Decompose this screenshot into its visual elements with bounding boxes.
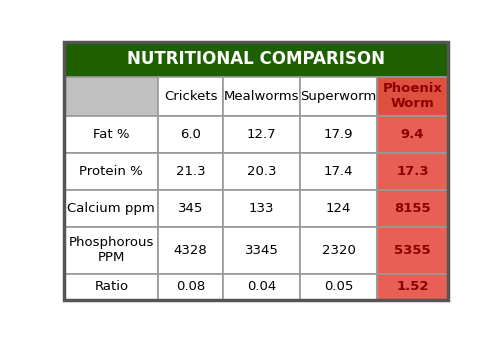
Text: Calcium ppm: Calcium ppm [68, 202, 155, 215]
Bar [223, 77, 300, 116]
Text: 3345: 3345 [244, 244, 278, 257]
Bar [64, 190, 158, 227]
Bar [158, 190, 223, 227]
Bar [223, 116, 300, 153]
Bar [377, 274, 448, 299]
Text: 20.3: 20.3 [246, 165, 276, 178]
Text: 21.3: 21.3 [176, 165, 206, 178]
Text: 0.05: 0.05 [324, 280, 354, 293]
Text: 5355: 5355 [394, 244, 431, 257]
Bar [223, 274, 300, 299]
Text: 2320: 2320 [322, 244, 356, 257]
Bar [64, 42, 448, 77]
Bar [377, 116, 448, 153]
Text: 17.3: 17.3 [396, 165, 429, 178]
Text: 124: 124 [326, 202, 351, 215]
Bar [64, 153, 158, 190]
Text: 133: 133 [248, 202, 274, 215]
Bar [158, 274, 223, 299]
Text: 9.4: 9.4 [401, 128, 424, 141]
Bar [223, 153, 300, 190]
Bar [300, 227, 377, 274]
Bar [223, 190, 300, 227]
Bar [64, 77, 158, 116]
Text: 6.0: 6.0 [180, 128, 201, 141]
Bar [223, 227, 300, 274]
Text: Protein %: Protein % [80, 165, 143, 178]
Bar [377, 227, 448, 274]
Text: 4328: 4328 [174, 244, 208, 257]
Bar [64, 116, 158, 153]
Bar [158, 227, 223, 274]
Bar [300, 153, 377, 190]
Text: 0.04: 0.04 [247, 280, 276, 293]
Bar [300, 274, 377, 299]
Text: NUTRITIONAL COMPARISON: NUTRITIONAL COMPARISON [127, 50, 385, 68]
Text: Phoenix
Worm: Phoenix Worm [382, 82, 442, 110]
Bar [64, 274, 158, 299]
Bar [377, 153, 448, 190]
Text: 345: 345 [178, 202, 204, 215]
Text: 17.4: 17.4 [324, 165, 354, 178]
Bar [300, 77, 377, 116]
Text: Mealworms: Mealworms [224, 90, 299, 103]
Text: 8155: 8155 [394, 202, 431, 215]
Text: 12.7: 12.7 [246, 128, 276, 141]
Text: Crickets: Crickets [164, 90, 218, 103]
Bar [300, 116, 377, 153]
Bar [158, 153, 223, 190]
Bar [377, 190, 448, 227]
Bar [64, 227, 158, 274]
Bar [300, 190, 377, 227]
Text: 1.52: 1.52 [396, 280, 429, 293]
Text: 0.08: 0.08 [176, 280, 205, 293]
Text: Fat %: Fat % [93, 128, 130, 141]
Bar [158, 77, 223, 116]
Bar [377, 77, 448, 116]
Text: Superworm: Superworm [300, 90, 376, 103]
Text: Phosphorous
PPM: Phosphorous PPM [68, 236, 154, 264]
Text: 17.9: 17.9 [324, 128, 354, 141]
Text: Ratio: Ratio [94, 280, 128, 293]
Bar [158, 116, 223, 153]
